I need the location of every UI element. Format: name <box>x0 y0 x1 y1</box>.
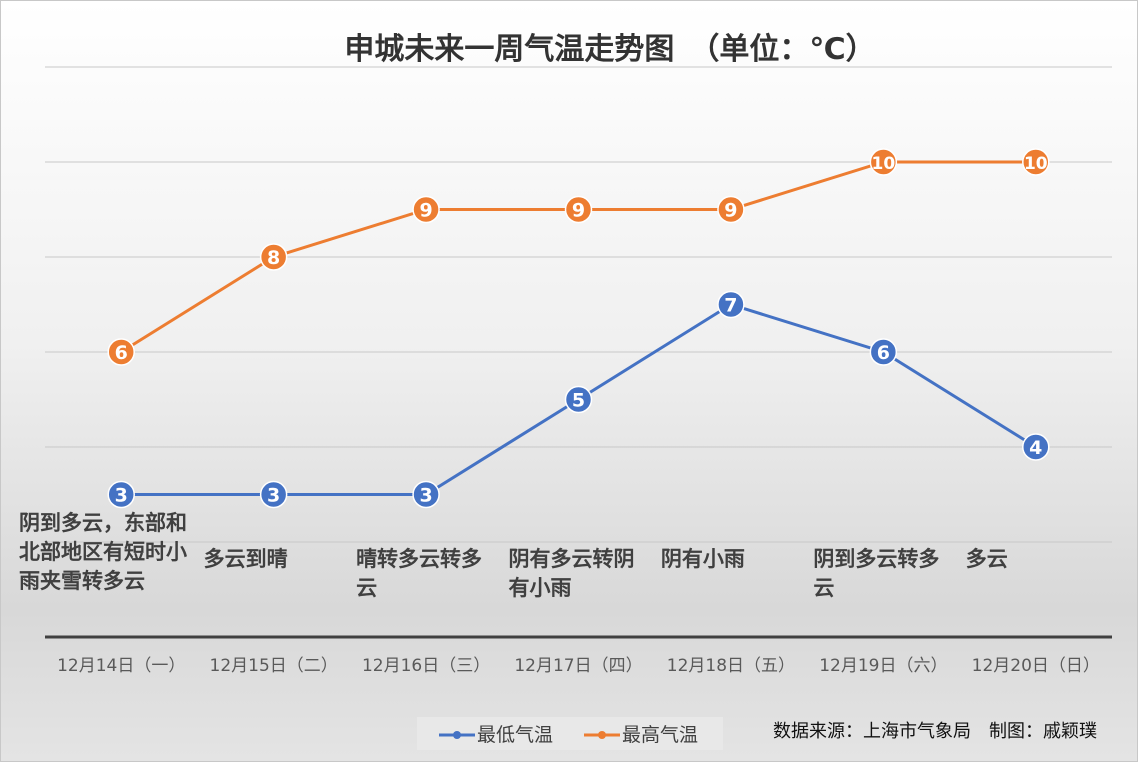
legend: 最低气温 最高气温 <box>417 717 723 750</box>
data-point[interactable] <box>717 195 745 224</box>
data-point[interactable] <box>107 480 135 509</box>
data-label: 9 <box>419 200 432 222</box>
data-label: 4 <box>1029 437 1042 459</box>
x-tick-label: 12月14日（一） <box>57 656 185 676</box>
data-point[interactable] <box>259 243 288 271</box>
data-label: 3 <box>267 485 280 507</box>
data-point[interactable] <box>564 195 593 224</box>
x-tick-label: 12月16日（三） <box>362 656 490 676</box>
weather-condition-label: 晴转多云转多云 <box>356 547 483 600</box>
data-label: 6 <box>115 342 128 364</box>
data-point[interactable] <box>259 480 288 509</box>
weather-condition-label: 阴有小雨 <box>660 547 745 571</box>
data-label: 8 <box>267 247 280 269</box>
data-point[interactable] <box>717 290 745 319</box>
x-tick-label: 12月17日（四） <box>514 656 642 676</box>
weather-condition-label: 阴到多云转多云 <box>813 547 940 600</box>
source-note: 数据来源：上海市气象局 制图：戚颖璞 <box>773 721 1097 742</box>
data-label: 6 <box>877 342 890 364</box>
legend-marker-high <box>584 731 620 739</box>
weather-condition-label: 多云到晴 <box>203 547 288 571</box>
x-tick-label: 12月20日（日） <box>972 656 1100 676</box>
x-tick-label: 12月19日（六） <box>819 656 947 676</box>
data-point[interactable] <box>412 195 440 224</box>
data-label: 10 <box>1024 154 1048 174</box>
data-label: 3 <box>115 485 128 507</box>
chart-title: 申城未来一周气温走势图 （单位：℃） <box>344 32 875 67</box>
x-tick-label: 12月15日（二） <box>210 656 338 676</box>
legend-item-low[interactable]: 最低气温 <box>437 720 553 747</box>
data-label: 9 <box>724 200 737 222</box>
data-label: 7 <box>724 295 737 317</box>
weather-condition-label: 阴到多云，东部和北部地区有短时小雨夹雪转多云 <box>19 511 187 593</box>
data-point[interactable] <box>107 338 135 366</box>
data-point[interactable] <box>1022 433 1050 461</box>
weather-condition-label: 阴有多云转阴有小雨 <box>508 547 635 600</box>
legend-item-high[interactable]: 最高气温 <box>582 720 698 747</box>
weather-condition-label: 多云 <box>965 547 1008 571</box>
legend-marker-low <box>439 731 475 739</box>
data-label: 10 <box>872 154 896 174</box>
data-point[interactable] <box>564 385 593 414</box>
data-point[interactable] <box>869 148 898 176</box>
data-point[interactable] <box>869 338 898 366</box>
data-point[interactable] <box>412 480 440 509</box>
legend-label-low: 最低气温 <box>477 724 554 746</box>
legend-label-high: 最高气温 <box>622 724 699 746</box>
data-label: 9 <box>572 200 585 222</box>
data-label: 5 <box>572 390 585 412</box>
data-point[interactable] <box>1022 148 1050 176</box>
data-label: 3 <box>419 485 432 507</box>
x-tick-label: 12月18日（五） <box>667 656 795 676</box>
